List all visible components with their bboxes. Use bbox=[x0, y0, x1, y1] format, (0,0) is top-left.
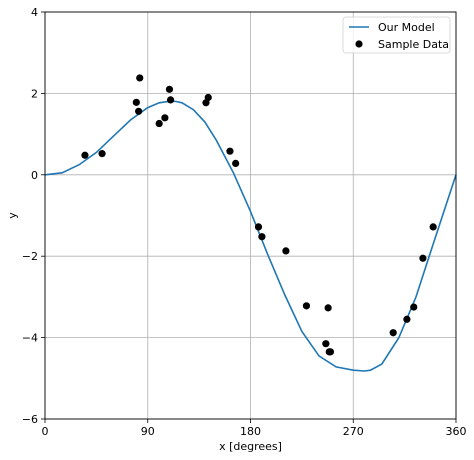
model-line bbox=[44, 100, 457, 372]
sample-point bbox=[232, 159, 240, 168]
sample-point bbox=[282, 247, 290, 255]
sample-point bbox=[135, 107, 143, 115]
sample-point bbox=[410, 303, 418, 311]
legend-label-samples: Sample Data bbox=[378, 38, 449, 51]
x-tick-label: 90 bbox=[141, 425, 155, 438]
sample-point bbox=[322, 340, 330, 348]
sample-point bbox=[81, 151, 89, 159]
legend: Our Model Sample Data bbox=[342, 16, 451, 54]
x-axis-label: x [degrees] bbox=[219, 440, 282, 453]
sample-point bbox=[326, 348, 335, 356]
legend-box bbox=[342, 16, 451, 54]
sample-point bbox=[429, 223, 437, 231]
x-tick-label: 0 bbox=[42, 425, 49, 438]
x-tick-label: 180 bbox=[240, 425, 261, 438]
y-tick-label: −4 bbox=[22, 332, 38, 345]
y-tick-label: −2 bbox=[22, 250, 38, 263]
sample-point bbox=[226, 147, 234, 155]
sample-point bbox=[302, 302, 311, 310]
x-tick-label: 360 bbox=[446, 425, 467, 438]
legend-label-model: Our Model bbox=[378, 21, 435, 34]
tick-layer: 0 90 180 270 360 −6 −4 −2 0 2 4 bbox=[22, 6, 467, 438]
sample-point bbox=[204, 93, 212, 102]
y-tick-label: 0 bbox=[31, 169, 38, 182]
sample-points-layer bbox=[81, 74, 437, 356]
sample-point bbox=[258, 233, 266, 241]
sample-point bbox=[389, 329, 397, 337]
sample-point bbox=[155, 119, 163, 128]
model-line-layer bbox=[44, 100, 457, 372]
y-tick-label: 4 bbox=[31, 6, 38, 19]
sample-point bbox=[419, 254, 427, 262]
sample-point bbox=[166, 96, 175, 104]
sample-point bbox=[165, 85, 174, 93]
sample-point bbox=[161, 114, 169, 122]
sample-point bbox=[324, 304, 332, 312]
sample-point bbox=[98, 150, 106, 158]
grid-lines bbox=[44, 11, 457, 420]
y-axis-label: y bbox=[6, 212, 19, 219]
x-tick-label: 270 bbox=[343, 425, 364, 438]
sample-point bbox=[132, 98, 140, 106]
sample-point bbox=[254, 223, 263, 231]
sample-point bbox=[403, 315, 411, 323]
y-tick-label: −6 bbox=[22, 413, 38, 426]
legend-marker-swatch bbox=[355, 40, 363, 48]
sample-point bbox=[136, 74, 144, 82]
y-tick-label: 2 bbox=[31, 87, 38, 100]
